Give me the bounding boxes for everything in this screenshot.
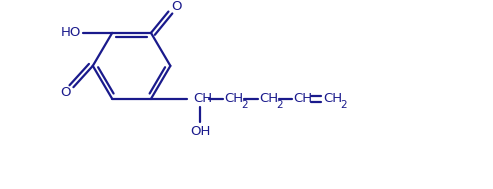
Text: OH: OH	[190, 125, 211, 138]
Text: CH: CH	[323, 92, 343, 105]
Text: HO: HO	[60, 26, 81, 39]
Text: CH: CH	[293, 92, 313, 105]
Text: CH: CH	[225, 92, 244, 105]
Text: 2: 2	[276, 100, 282, 110]
Text: CH: CH	[260, 92, 279, 105]
Text: 2: 2	[241, 100, 248, 110]
Text: 2: 2	[340, 100, 347, 110]
Text: CH: CH	[194, 92, 213, 105]
Text: O: O	[171, 0, 181, 13]
Text: O: O	[61, 86, 71, 98]
